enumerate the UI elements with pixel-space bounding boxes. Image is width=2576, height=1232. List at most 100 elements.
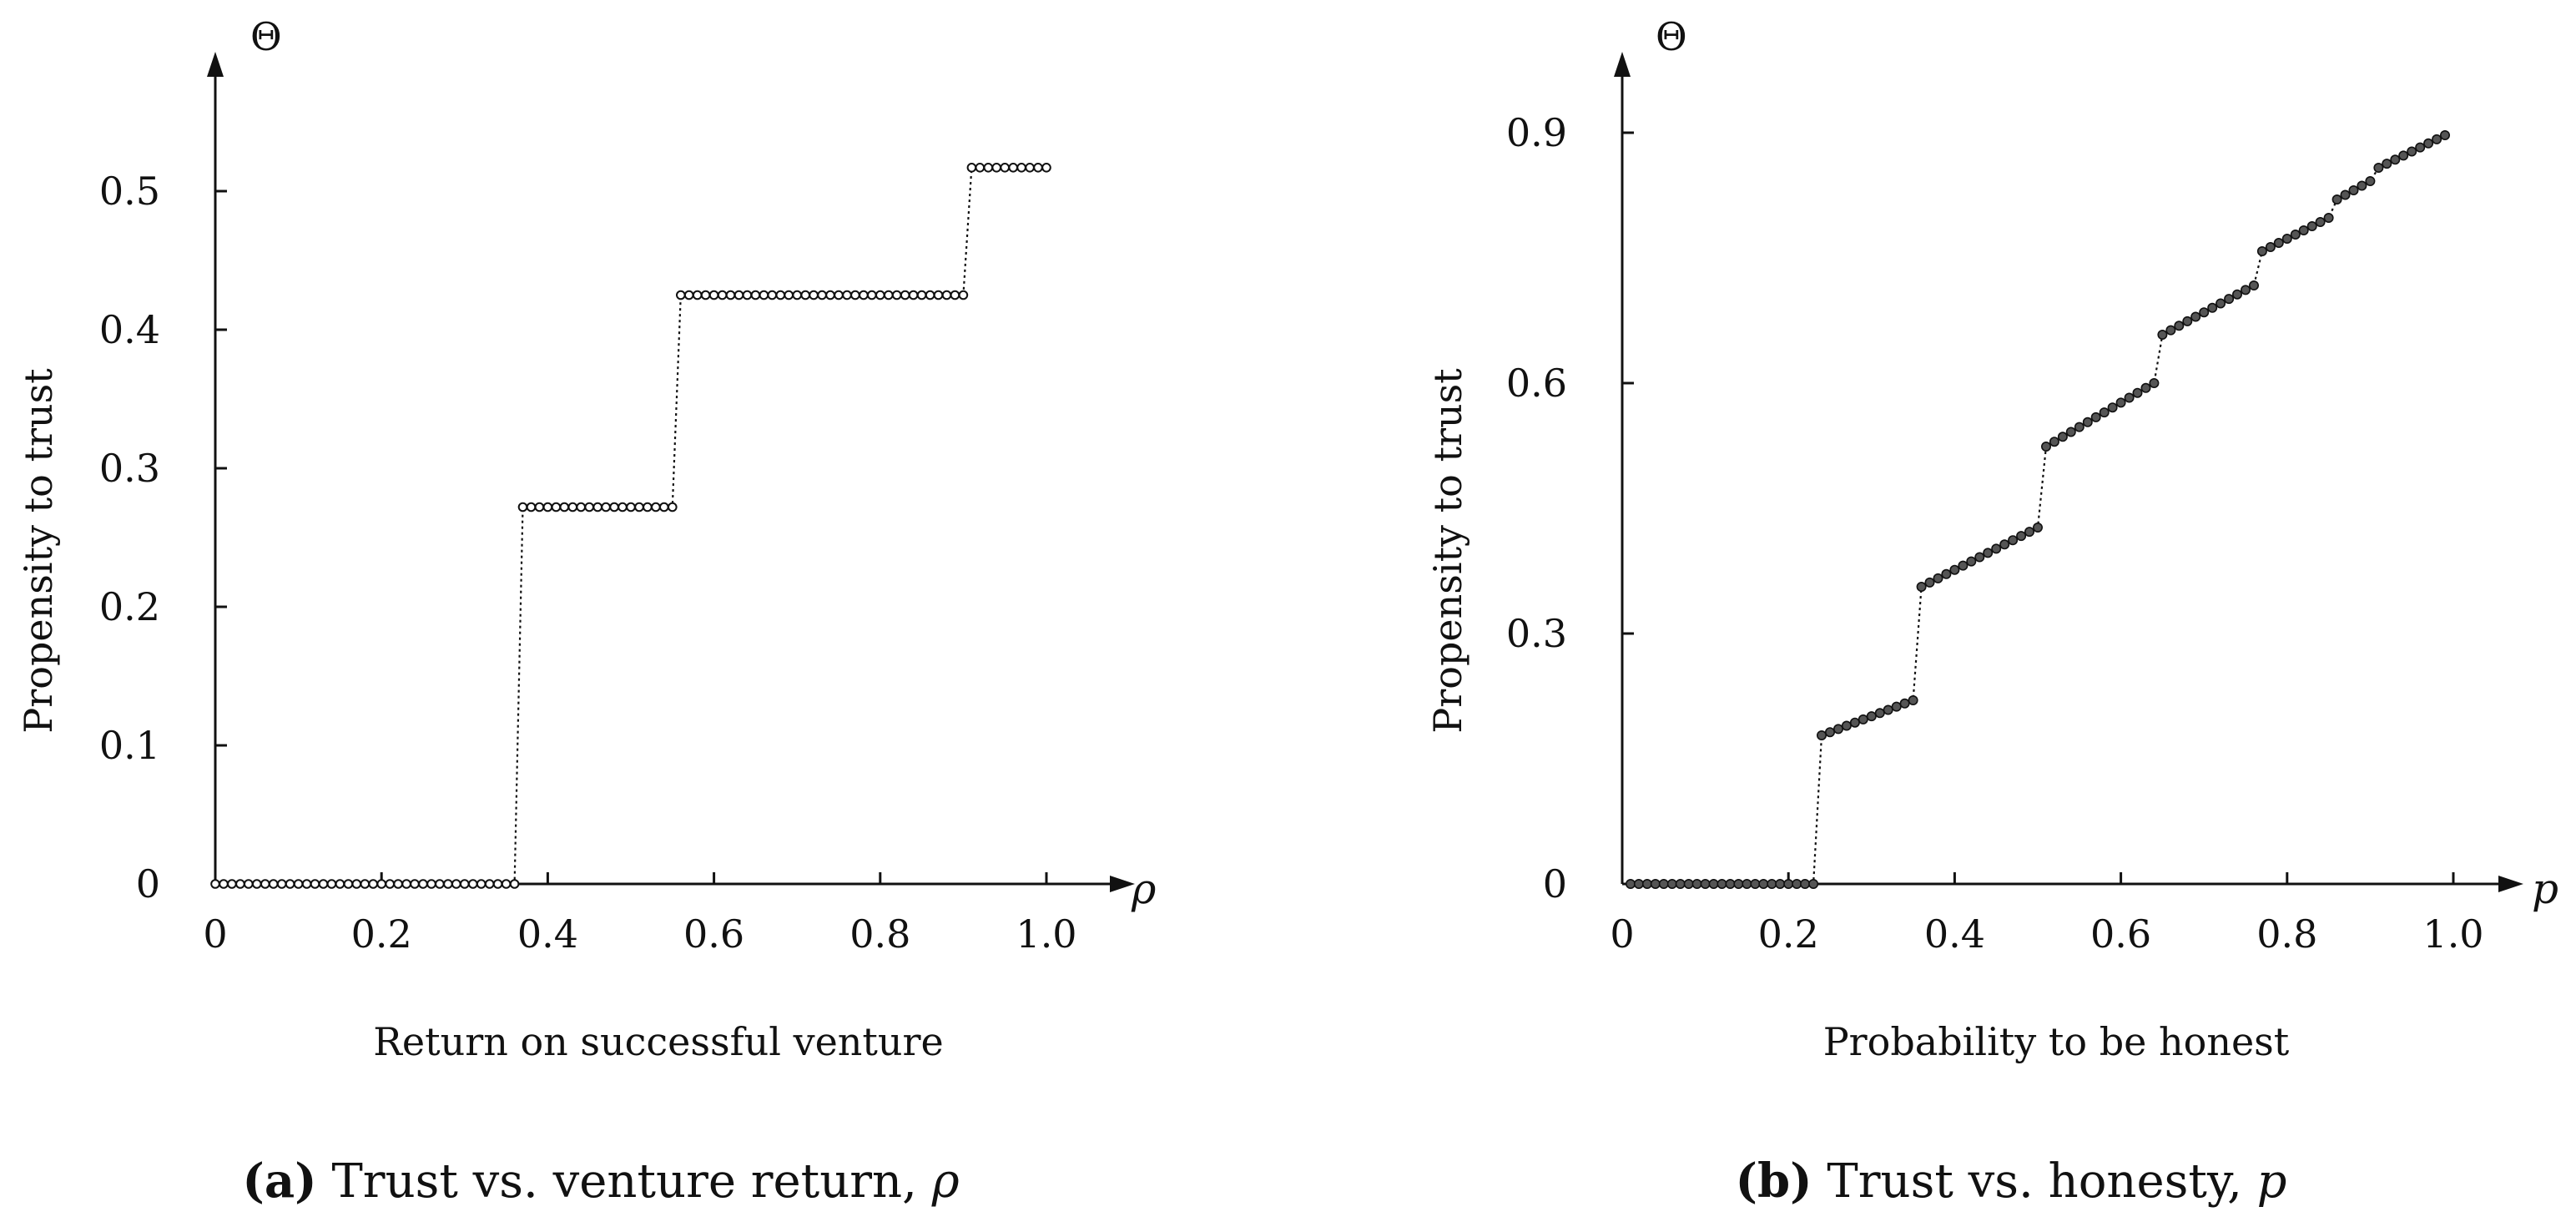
x-tick-label: 1.0 [1016, 911, 1076, 957]
y-axis-arrow [207, 52, 224, 77]
data-point [1775, 879, 1786, 890]
data-point [683, 290, 694, 300]
data-point [1924, 577, 1935, 588]
data-point [708, 290, 719, 300]
data-point [2190, 311, 2201, 322]
data-point [676, 290, 686, 300]
data-point [643, 502, 653, 512]
data-point [933, 290, 944, 300]
data-point [435, 879, 445, 889]
data-point [817, 290, 827, 300]
data-point [784, 290, 794, 300]
data-point [1949, 564, 1960, 575]
y-tick-label: 0.9 [1506, 110, 1567, 155]
x-axis-arrow [2498, 876, 2523, 892]
data-point [2232, 289, 2243, 300]
data-point [2306, 220, 2317, 231]
data-point [1033, 163, 1043, 173]
data-point [376, 879, 387, 889]
series-line [1631, 134, 2446, 886]
data-point [1041, 163, 1051, 173]
data-point [1733, 879, 1744, 890]
data-point [859, 290, 869, 300]
caption-text: Trust vs. honesty, [1812, 1154, 2257, 1209]
panel-b: 0 0.2 0.4 0.6 0.8 1.0 0 0.3 0.6 0.9 p Θ Probability … [1425, 14, 2558, 1209]
data-point [742, 290, 753, 300]
data-point [891, 290, 902, 300]
data-point [326, 879, 337, 889]
caption-text: Trust vs. venture return, [317, 1154, 932, 1209]
data-point [310, 879, 320, 889]
data-point [983, 163, 994, 173]
data-point [884, 290, 894, 300]
data-point [2033, 522, 2044, 533]
data-point [2390, 154, 2401, 165]
y-axis-label: Propensity to trust [1425, 368, 1470, 734]
data-point [1974, 552, 1985, 563]
data-point [1626, 879, 1636, 890]
data-point [592, 502, 603, 512]
data-point [368, 879, 379, 889]
data-point [1000, 163, 1010, 173]
data-point [875, 290, 885, 300]
data-point [484, 879, 495, 889]
data-point [2249, 280, 2260, 290]
data-point [567, 502, 578, 512]
data-point [2182, 316, 2193, 326]
data-point [867, 290, 877, 300]
x-tick-label: 0.6 [683, 911, 744, 957]
data-point [1908, 694, 1918, 705]
data-point [418, 879, 428, 889]
data-point [1866, 711, 1877, 722]
data-point [410, 879, 420, 889]
data-point [1716, 879, 1727, 890]
data-point [2016, 531, 2027, 542]
series-line [215, 166, 1046, 886]
x-tick-label: 0 [1610, 911, 1634, 957]
data-point [517, 502, 528, 512]
data-point [2207, 302, 2218, 313]
data-point [318, 879, 329, 889]
data-point [1983, 548, 1994, 558]
data-point [2340, 189, 2351, 200]
data-point [634, 502, 644, 512]
y-axis-label: Propensity to trust [16, 368, 61, 734]
data-point [1025, 163, 1035, 173]
data-point [1858, 714, 1868, 725]
data-point [2124, 392, 2135, 403]
data-point [950, 290, 960, 300]
data-point [941, 290, 952, 300]
data-point [900, 290, 910, 300]
caption-tag: (b) [1735, 1154, 1812, 1209]
data-point [542, 502, 553, 512]
data-point [659, 502, 669, 512]
data-point [925, 290, 935, 300]
data-point [210, 879, 220, 889]
data-point [2049, 437, 2059, 447]
panel-caption: (a) Trust vs. venture return, ρ [242, 1154, 959, 1209]
data-point [725, 290, 736, 300]
y-tick-label: 0.6 [1506, 361, 1567, 406]
x-tick-label: 0 [203, 911, 227, 957]
x-tick-label: 0.2 [1758, 911, 1819, 957]
data-point [301, 879, 312, 889]
data-point [1758, 879, 1769, 890]
data-point [343, 879, 354, 889]
data-point [1899, 698, 1910, 709]
data-point [526, 502, 537, 512]
y-tick-label: 0.2 [99, 584, 160, 629]
data-point [252, 879, 262, 889]
data-point [1742, 879, 1752, 890]
data-point [260, 879, 270, 889]
data-point [1633, 879, 1644, 890]
data-point [1916, 581, 1927, 592]
caption-tag: (a) [242, 1154, 316, 1209]
caption-var: ρ [931, 1154, 960, 1209]
data-point [2315, 216, 2326, 227]
data-point [2140, 382, 2151, 393]
data-point [576, 502, 587, 512]
data-point [2216, 298, 2226, 309]
data-point [975, 163, 986, 173]
data-point [1883, 704, 1893, 715]
